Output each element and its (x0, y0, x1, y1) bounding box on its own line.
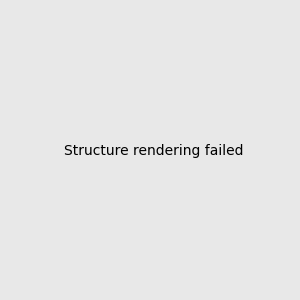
Text: Structure rendering failed: Structure rendering failed (64, 145, 244, 158)
